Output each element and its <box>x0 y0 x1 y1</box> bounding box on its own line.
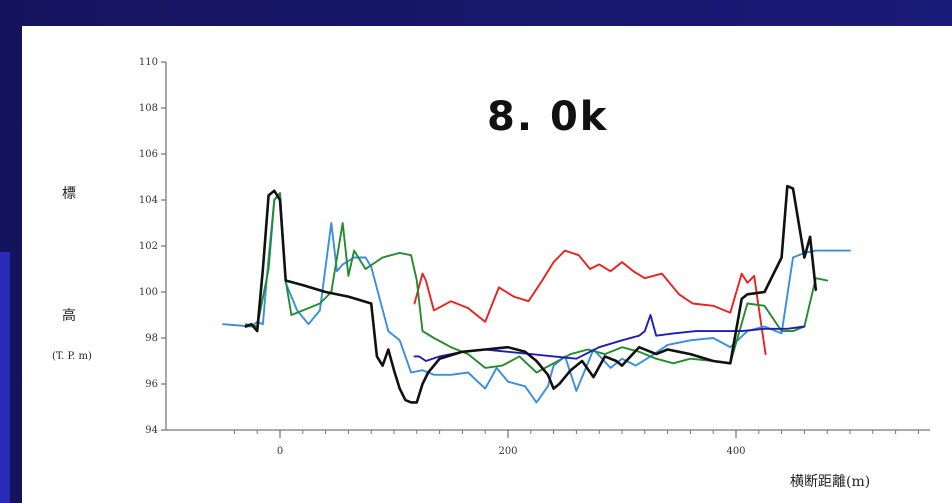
slide-left-accent <box>0 252 10 503</box>
series-line-1 <box>222 192 851 404</box>
labels: 8. 0k 標 高 (T. P. m) 横断距離(m) <box>52 94 870 490</box>
series-layer <box>222 184 851 404</box>
axes: 94 96 98 100 102 104 106 108 110 0 200 400 <box>139 57 930 457</box>
y-tick-label: 108 <box>139 103 158 114</box>
y-tick-label: 102 <box>139 241 158 252</box>
y-axis-label-top: 標 <box>62 186 76 202</box>
series-line-3 <box>413 314 806 362</box>
series-line-0 <box>413 249 767 356</box>
y-tick-label: 106 <box>139 149 158 160</box>
y-tick-label: 98 <box>145 333 158 344</box>
y-tick-label: 104 <box>139 195 158 206</box>
y-axis-unit: (T. P. m) <box>52 351 92 362</box>
y-tick-label: 94 <box>145 425 158 436</box>
y-tick-label: 96 <box>145 379 158 390</box>
chart-title: 8. 0k <box>487 94 608 140</box>
y-tick-label: 100 <box>139 287 158 298</box>
x-tick-label: 0 <box>277 446 283 457</box>
y-axis-label-bottom: 高 <box>62 307 76 324</box>
x-axis-label: 横断距離(m) <box>790 473 870 490</box>
chart-panel <box>22 26 952 503</box>
y-tick-label: 110 <box>139 57 158 68</box>
x-tick-label: 200 <box>498 446 517 457</box>
x-tick-label: 400 <box>726 446 745 457</box>
series-line-4 <box>244 184 818 404</box>
